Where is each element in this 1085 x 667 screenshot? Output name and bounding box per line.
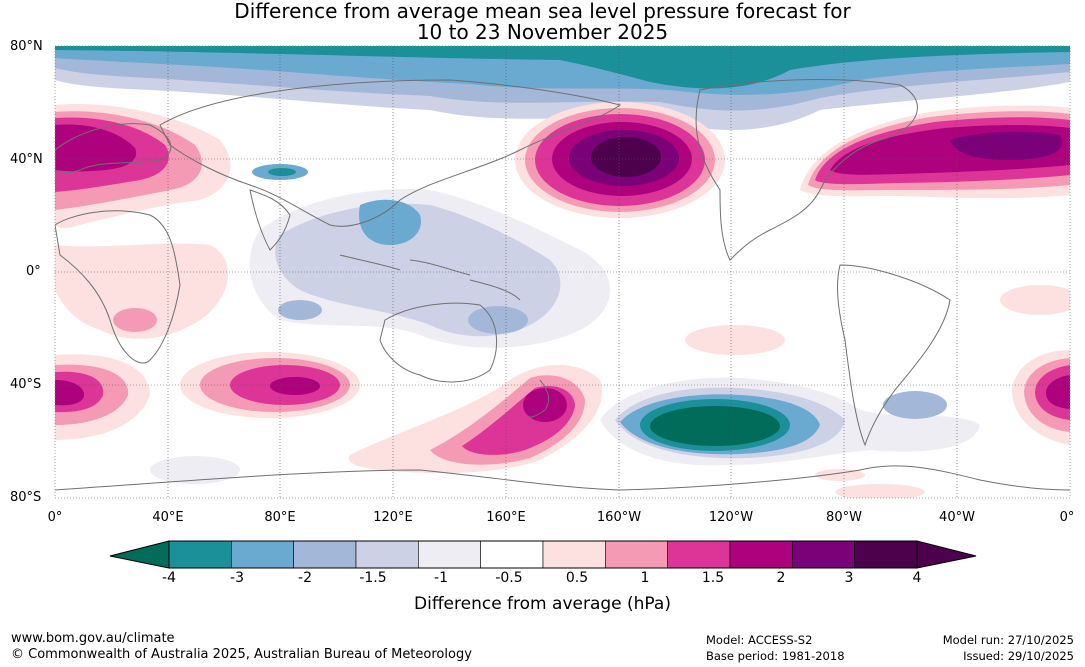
colorbar-segment — [542, 540, 606, 569]
colorbar-segment — [854, 540, 918, 569]
lon-label-160w: 160°W — [596, 510, 642, 525]
colorbar-segment — [605, 540, 668, 569]
colorbar-tick-label: 2 — [776, 570, 786, 586]
footer-model: Model: ACCESS-S2 — [706, 633, 813, 647]
lon-label-80w: 80°W — [826, 510, 862, 525]
colorbar-tick-label: -1.5 — [359, 570, 387, 586]
colorbar-title: Difference from average (hPa) — [414, 594, 671, 614]
colorbar-segment — [792, 540, 855, 569]
graticule — [55, 46, 1070, 498]
colorbar-low-extend — [109, 540, 170, 569]
colorbar-tick-label: -1 — [434, 570, 448, 586]
colorbar-segment — [480, 540, 544, 569]
colorbar-tick-label: 0.5 — [565, 570, 589, 586]
map-title-line-1: Difference from average mean sea level p… — [234, 0, 851, 23]
colorbar-segment — [231, 540, 294, 569]
footer-model-run: Model run: 27/10/2025 — [942, 633, 1074, 647]
lon-label-120e: 120°E — [373, 510, 413, 525]
footer-copyright: © Commonwealth of Australia 2025, Austra… — [11, 647, 472, 662]
colorbar-tick-label: -4 — [162, 570, 176, 586]
colorbar-tick-label: 1 — [640, 570, 650, 586]
colorbar-tick-label: 1.5 — [701, 570, 725, 586]
colorbar-tick-label: 3 — [844, 570, 854, 586]
colorbar-segment — [667, 540, 731, 569]
footer-base-period: Base period: 1981-2018 — [706, 649, 845, 663]
footer-issued: Issued: 29/10/2025 — [963, 649, 1074, 663]
lon-label-120w: 120°W — [708, 510, 754, 525]
coastlines — [55, 79, 1070, 491]
colorbar-tick-label: -0.5 — [495, 570, 523, 586]
lat-label-40n: 40°N — [10, 152, 43, 167]
colorbar-tick-label: -2 — [298, 570, 312, 586]
lon-label-0-left: 0° — [47, 510, 63, 525]
footer-website[interactable]: www.bom.gov.au/climate — [11, 631, 175, 646]
lon-label-0-right: 0° — [1059, 510, 1075, 525]
lat-label-40s: 40°S — [10, 377, 42, 392]
colorbar-tick-label: -3 — [230, 570, 244, 586]
colorbar-segment — [355, 540, 419, 569]
map-title-line-2: 10 to 23 November 2025 — [416, 20, 669, 44]
lon-label-160e: 160°E — [486, 510, 526, 525]
colorbar-segment — [418, 540, 481, 569]
colorbar-segment — [293, 540, 357, 569]
colorbar-segment — [168, 540, 232, 569]
anomaly-field — [55, 46, 1070, 498]
lat-label-80n: 80°N — [10, 39, 43, 54]
lat-label-0: 0° — [26, 264, 41, 279]
lon-label-80e: 80°E — [264, 510, 296, 525]
lon-label-40w: 40°W — [939, 510, 975, 525]
lon-label-40e: 40°E — [152, 510, 184, 525]
colorbar-tick-label: 4 — [912, 570, 922, 586]
colorbar-segment — [729, 540, 793, 569]
lat-label-80s: 80°S — [10, 490, 42, 505]
colorbar-high-extend — [916, 540, 977, 569]
